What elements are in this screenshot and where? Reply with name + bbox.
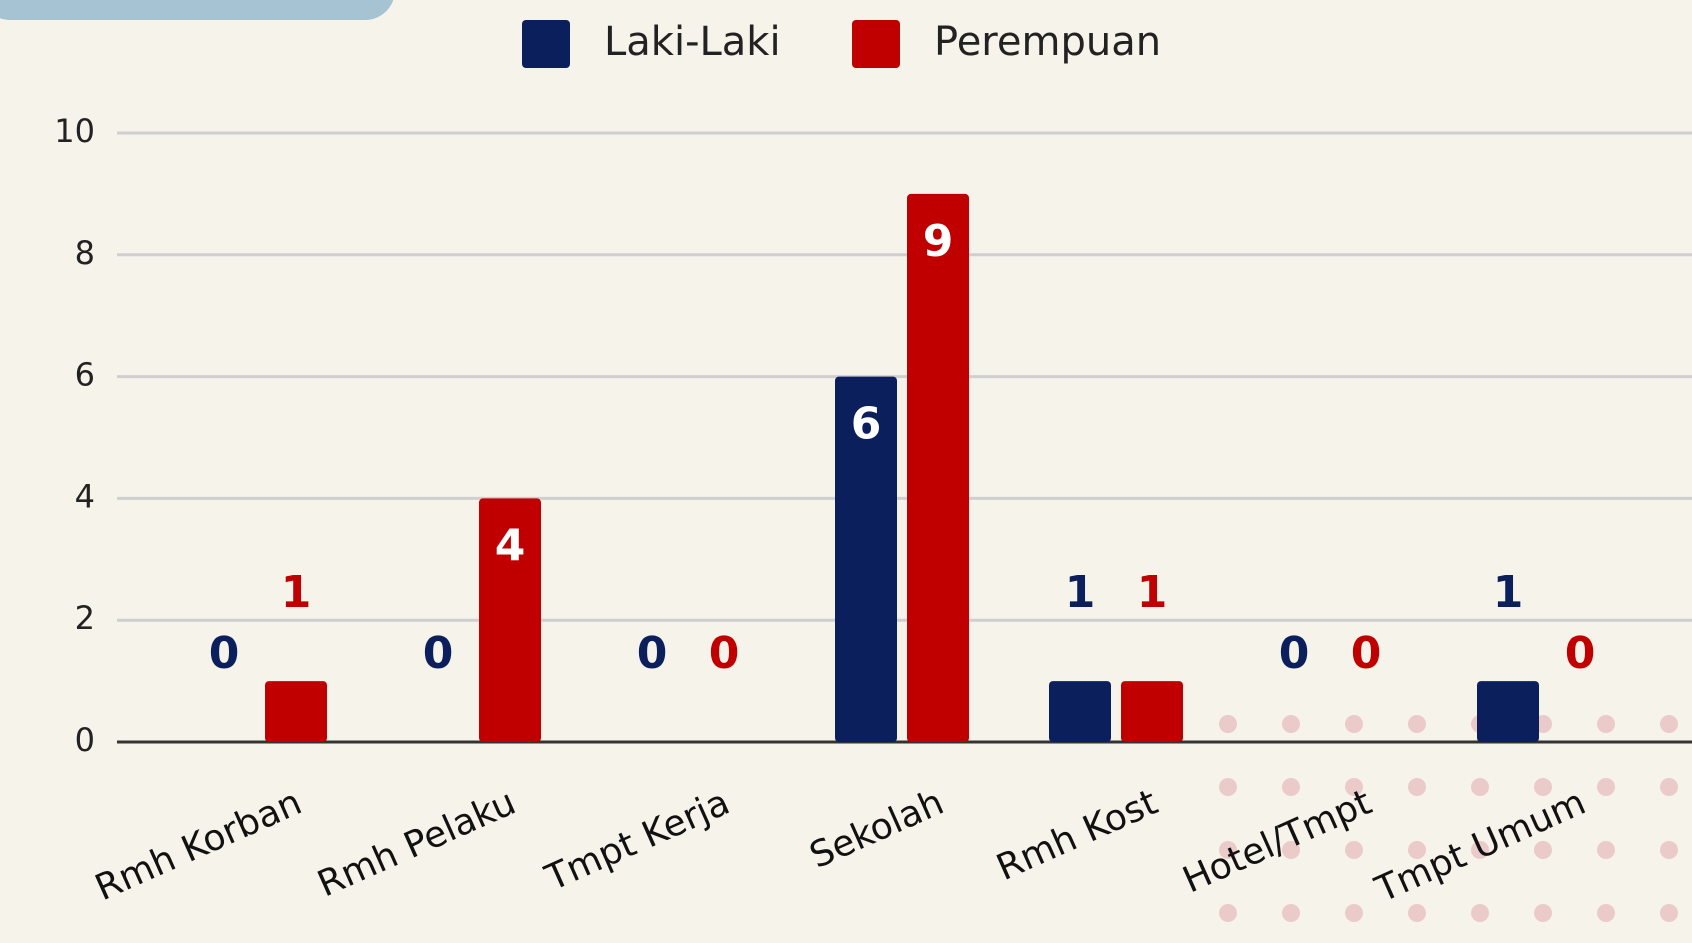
data-label: 1: [1137, 567, 1168, 618]
bar: [1049, 681, 1111, 742]
y-tick-label: 0: [75, 721, 95, 759]
data-label: 9: [923, 216, 954, 267]
y-tick-label: 10: [54, 112, 95, 150]
data-label: 1: [281, 567, 312, 618]
data-label: 1: [1065, 567, 1096, 618]
bar: [907, 193, 969, 742]
legend-label: Perempuan: [934, 19, 1161, 65]
data-label: 0: [637, 628, 668, 679]
bar: [265, 681, 327, 742]
data-label: 6: [851, 399, 882, 450]
data-label: 0: [1279, 628, 1310, 679]
legend-swatch: [852, 20, 900, 68]
bar: [479, 498, 541, 742]
y-tick-label: 6: [75, 356, 95, 394]
bar: [1121, 681, 1183, 742]
bar: [835, 376, 897, 742]
data-label: 0: [423, 628, 454, 679]
data-label: 0: [709, 628, 740, 679]
data-label: 0: [1351, 628, 1382, 679]
y-tick-label: 4: [75, 477, 95, 515]
y-tick-label: 2: [75, 599, 95, 637]
y-tick-label: 8: [75, 234, 95, 272]
dot-pattern: [1200, 680, 1692, 943]
data-label: 0: [209, 628, 240, 679]
data-label: 1: [1493, 567, 1524, 618]
legend-swatch: [522, 20, 570, 68]
data-label: 4: [495, 520, 526, 571]
header-tab: [0, 0, 394, 20]
bar: [1477, 681, 1539, 742]
data-label: 0: [1565, 628, 1596, 679]
legend-label: Laki-Laki: [604, 19, 781, 65]
